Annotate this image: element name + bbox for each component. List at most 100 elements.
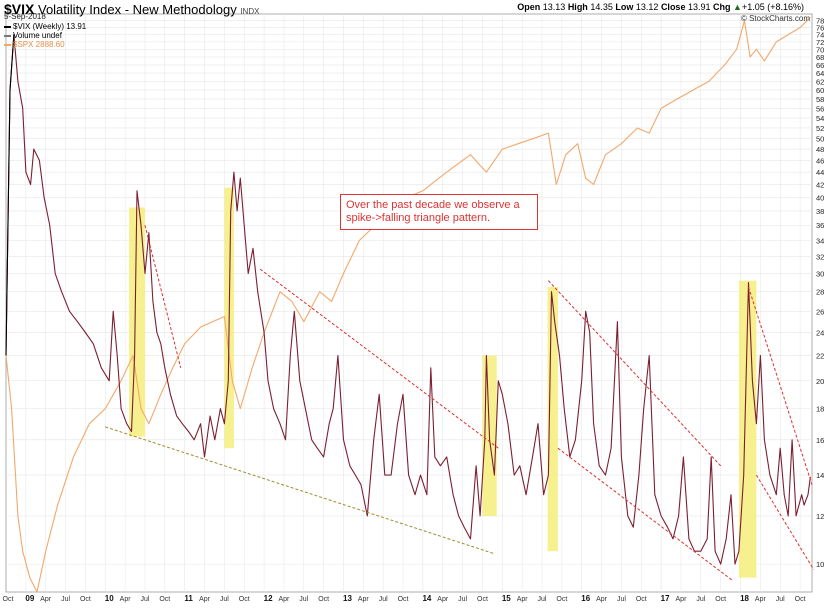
close-label: Close: [660, 2, 686, 12]
x-tick-label: Apr: [278, 596, 290, 603]
legend-label-vix: $VIX (Weekly) 13.91: [13, 22, 87, 31]
y-tick-label: 78: [816, 17, 824, 26]
x-year-label: 11: [184, 594, 193, 603]
legend-label-volume: Volume undef: [13, 31, 62, 40]
y-tick-label: 54: [816, 114, 824, 123]
y-axis-ticks: 10 12 14 16 18 20 22 24 26 28 30 32 34 36 38 40 42 44 46 48…: [816, 17, 824, 569]
y-tick-label: 42: [816, 180, 824, 189]
symbol: $VIX: [4, 1, 35, 17]
trend-lines: [105, 225, 815, 581]
trend-line: [105, 426, 495, 555]
high-value: 14.35: [590, 2, 613, 12]
low-label: Low: [615, 2, 634, 12]
trend-line: [144, 225, 182, 368]
x-tick-label: Apr: [199, 596, 211, 603]
x-tick-label: Apr: [676, 596, 688, 603]
y-tick-label: 36: [816, 221, 824, 230]
y-tick-label: 44: [816, 168, 824, 177]
y-tick-label: 50: [816, 134, 824, 143]
x-tick-label: Oct: [80, 596, 91, 603]
y-tick-label: 10: [816, 560, 824, 569]
x-tick-label: Oct: [159, 596, 170, 603]
y-tick-label: 24: [816, 329, 824, 338]
trend-line: [557, 447, 733, 581]
y-tick-label: 38: [816, 207, 824, 216]
spike-highlight: [738, 280, 757, 578]
x-tick-label: Apr: [437, 596, 449, 603]
x-tick-label: Jul: [617, 596, 626, 603]
y-tick-label: 74: [816, 31, 824, 40]
x-year-label: 17: [661, 594, 670, 603]
legend-item-spx: $SPX 2888.60: [4, 40, 86, 49]
x-tick-label: Apr: [755, 596, 767, 603]
legend-item-vix: $VIX (Weekly) 13.91: [4, 22, 86, 31]
plot-frame: [5, 13, 813, 593]
y-tick-label: 30: [816, 269, 824, 278]
y-tick-label: 18: [816, 405, 824, 414]
y-tick-label: 34: [816, 236, 824, 245]
y-tick-label: 52: [816, 124, 824, 133]
y-tick-label: 48: [816, 145, 824, 154]
legend-swatch-vix: [4, 25, 11, 28]
y-tick-label: 16: [816, 436, 824, 445]
y-tick-label: 46: [816, 156, 824, 165]
spike-highlight: [547, 287, 558, 552]
x-year-label: 12: [264, 594, 273, 603]
x-year-label: 14: [422, 594, 431, 603]
x-tick-label: Jul: [220, 596, 229, 603]
x-axis-ticks: Oct 09 Apr Jul Oct 10 Apr Jul Oct 11 Apr Jul Oct 12 Ap…: [3, 594, 806, 603]
legend: $VIX (Weekly) 13.91 Volume undef $SPX 28…: [4, 22, 86, 49]
vix-line: [5, 34, 811, 565]
x-year-label: 15: [502, 594, 511, 603]
y-tick-label: 66: [816, 61, 824, 70]
y-tick-label: 60: [816, 86, 824, 95]
x-tick-label: Oct: [715, 596, 726, 603]
x-tick-label: Jul: [538, 596, 547, 603]
x-tick-label: Oct: [239, 596, 250, 603]
x-tick-label: Oct: [398, 596, 409, 603]
x-tick-label: Oct: [3, 596, 14, 603]
x-tick-label: Oct: [556, 596, 567, 603]
x-tick-label: Oct: [636, 596, 647, 603]
legend-item-volume: Volume undef: [4, 31, 86, 40]
x-tick-label: Apr: [358, 596, 370, 603]
low-value: 13.12: [635, 2, 659, 12]
x-tick-label: Apr: [517, 596, 529, 603]
x-tick-label: Jul: [61, 596, 70, 603]
chg-arrow-icon: ▲: [733, 2, 742, 12]
y-tick-label: 64: [816, 69, 824, 78]
spx-line: [5, 16, 811, 593]
y-tick-label: 70: [816, 45, 824, 54]
x-year-label: 18: [740, 594, 749, 603]
x-tick-label: Jul: [458, 596, 467, 603]
x-year-label: 16: [581, 594, 590, 603]
ohlc-readout: Open 13.13 High 14.35 Low 13.12 Close 13…: [517, 2, 804, 12]
x-tick-label: Jul: [379, 596, 388, 603]
trend-line: [755, 474, 815, 570]
stockcharts-credit: © StockCharts.com: [740, 14, 810, 23]
x-year-label: 09: [25, 594, 34, 603]
y-tick-label: 14: [816, 471, 824, 480]
chg-label: Chg: [713, 2, 731, 12]
x-tick-label: Jul: [696, 596, 705, 603]
y-tick-label: 26: [816, 307, 824, 316]
legend-swatch-volume: [4, 34, 11, 37]
open-label: Open: [517, 2, 541, 12]
y-tick-label: 68: [816, 53, 824, 62]
trend-line: [547, 280, 722, 467]
x-tick-label: Oct: [477, 596, 488, 603]
x-tick-label: Apr: [120, 596, 132, 603]
y-tick-label: 76: [816, 24, 824, 33]
x-tick-label: Jul: [776, 596, 785, 603]
y-tick-label: 72: [816, 38, 824, 47]
y-tick-label: 20: [816, 377, 824, 386]
open-value: 13.13: [542, 2, 566, 12]
x-year-label: 10: [105, 594, 114, 603]
chart-date: 5-Sep-2018: [4, 12, 46, 21]
exchange: INDX: [240, 7, 260, 16]
x-year-label: 13: [343, 594, 352, 603]
y-tick-label: 56: [816, 104, 824, 113]
annotation-note: Over the past decade we observe a spike-…: [340, 194, 538, 230]
